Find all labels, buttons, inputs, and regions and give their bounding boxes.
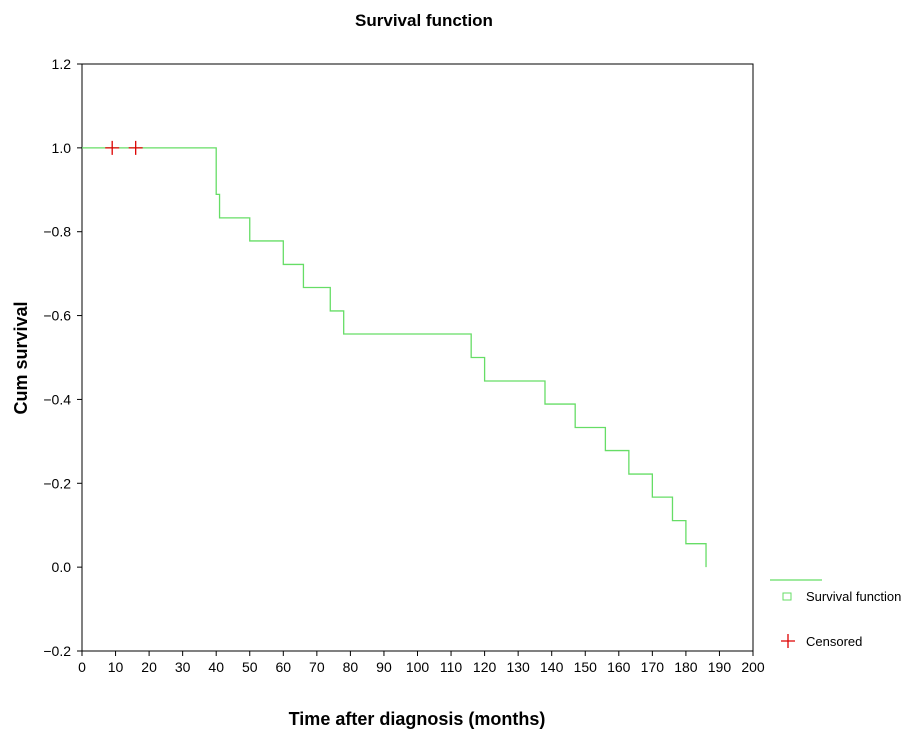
legend-censored-label: Censored [806, 634, 862, 649]
survival-step-line [82, 147, 707, 568]
x-tick-label: 140 [540, 659, 564, 675]
x-tick-label: 60 [276, 659, 292, 675]
y-axis-title: Cum survival [11, 301, 31, 414]
legend: Survival function Censored [770, 579, 901, 649]
x-tick-label: 10 [108, 659, 124, 675]
chart-title: Survival function [355, 11, 493, 30]
x-tick-label: 130 [506, 659, 530, 675]
y-tick-label: −0.4 [43, 391, 71, 407]
x-tick-label: 200 [741, 659, 765, 675]
y-tick-label: −0.2 [43, 475, 71, 491]
y-tick-label: 1.0 [52, 140, 72, 156]
x-tick-label: 100 [406, 659, 430, 675]
x-tick-label: 50 [242, 659, 258, 675]
x-tick-label: 180 [674, 659, 698, 675]
x-tick-label: 110 [440, 659, 463, 675]
x-tick-label: 170 [641, 659, 665, 675]
y-tick-label: −0.6 [43, 308, 71, 324]
legend-survival-label: Survival function [806, 589, 901, 604]
legend-survival-marker [782, 592, 792, 601]
censored-marker [128, 140, 143, 155]
y-axis: −0.2 0.0 −0.2 −0.4 −0.6 −0.8 1.0 1.2 [43, 56, 82, 659]
y-tick-label: −0.8 [43, 224, 71, 240]
x-axis: 0 10 20 30 40 50 60 70 80 90 100 110 120 130 140 150 160… [78, 651, 765, 675]
x-tick-label: 70 [309, 659, 325, 675]
x-tick-label: 150 [574, 659, 598, 675]
plot-frame [81, 63, 754, 652]
censored-marker [105, 140, 120, 155]
x-tick-label: 80 [343, 659, 359, 675]
y-tick-label: 1.2 [52, 56, 72, 72]
x-tick-label: 40 [208, 659, 224, 675]
x-axis-title: Time after diagnosis (months) [289, 709, 546, 729]
plot-series [82, 140, 707, 568]
y-tick-label: −0.2 [43, 643, 71, 659]
legend-censored-marker [781, 634, 795, 648]
x-tick-label: 0 [78, 659, 86, 675]
x-tick-label: 160 [607, 659, 631, 675]
x-tick-label: 30 [175, 659, 191, 675]
y-tick-label: 0.0 [52, 559, 72, 575]
x-tick-label: 190 [708, 659, 732, 675]
x-tick-label: 120 [473, 659, 497, 675]
x-tick-label: 20 [141, 659, 157, 675]
x-tick-label: 90 [376, 659, 392, 675]
